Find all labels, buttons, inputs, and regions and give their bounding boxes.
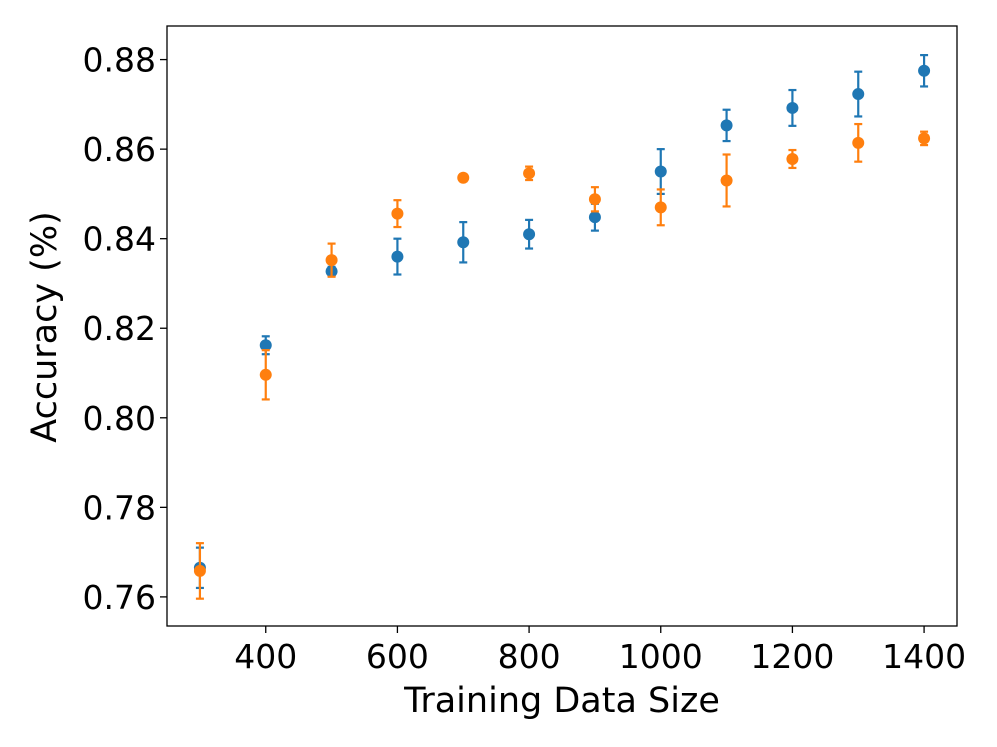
data-point [259,339,272,352]
data-point [654,165,667,178]
y-tick-label: 0.86 [83,130,156,169]
y-axis-label: Accuracy (%) [25,211,65,442]
data-point [918,132,931,145]
data-point [523,167,536,180]
data-series [193,54,931,600]
y-tick-label: 0.80 [83,399,156,438]
y-tick-label: 0.82 [83,309,156,348]
data-point [720,174,733,187]
data-point [457,171,470,184]
data-point [457,236,470,249]
x-tick-label: 600 [366,637,429,676]
data-point [193,564,206,577]
data-point [852,136,865,149]
y-axis: 0.76 0.78 0.80 0.82 0.84 0.86 0.88 [83,41,167,617]
x-tick-label: 1000 [619,637,703,676]
data-point [654,201,667,214]
data-point [852,88,865,101]
data-point [588,211,601,224]
y-tick-label: 0.88 [83,41,156,80]
data-point [720,119,733,132]
data-point [786,152,799,165]
x-axis: 400 600 800 1000 1200 1400 [234,626,966,676]
x-axis-label: Training Data Size [403,681,720,721]
data-point [391,207,404,220]
data-point [325,254,338,267]
data-point [523,228,536,241]
x-tick-label: 800 [498,637,561,676]
plot-area-frame [166,25,958,627]
x-tick-label: 1200 [750,637,834,676]
series-1 [193,54,931,590]
x-tick-label: 1400 [882,637,966,676]
data-point [918,64,931,77]
x-tick-label: 400 [234,637,297,676]
series-2 [193,122,931,600]
y-tick-label: 0.84 [83,220,156,259]
data-point [391,250,404,263]
data-point [786,101,799,114]
y-tick-label: 0.76 [83,578,156,617]
data-point [259,368,272,381]
y-tick-label: 0.78 [83,488,156,527]
data-point [588,193,601,206]
